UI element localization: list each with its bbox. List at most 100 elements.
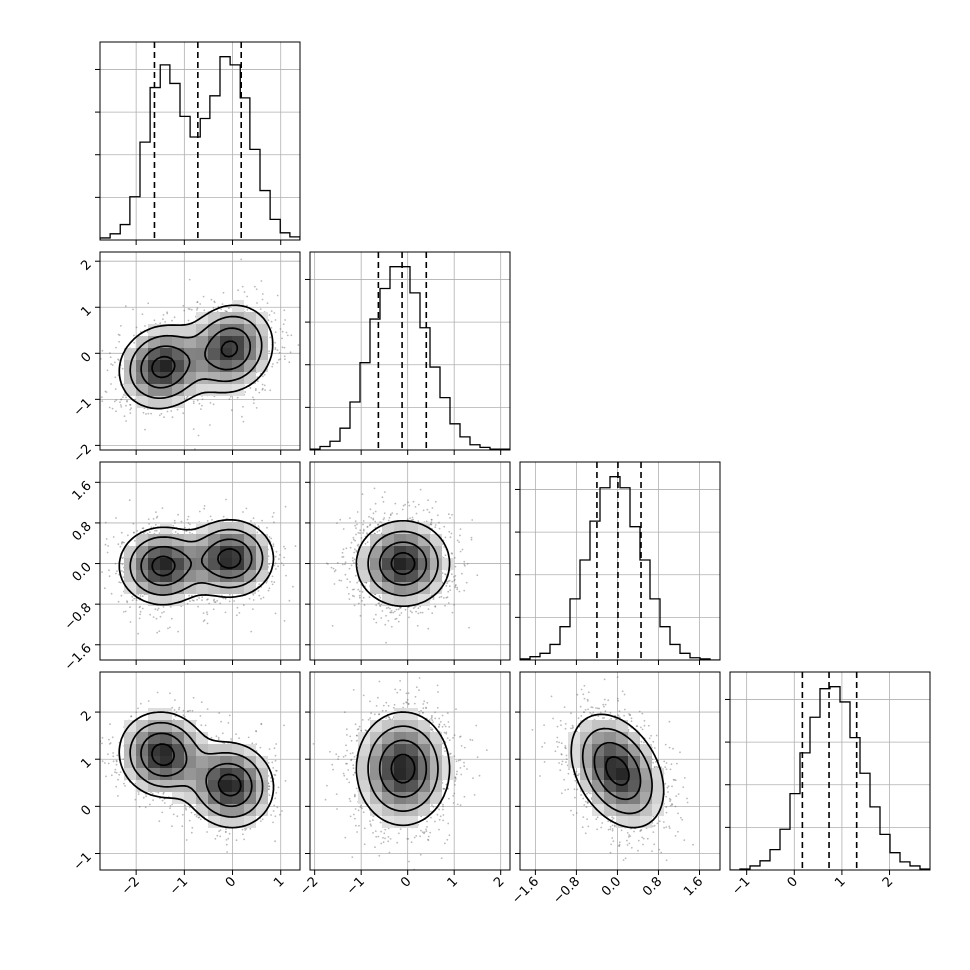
scatter-point bbox=[224, 310, 227, 312]
scatter-point bbox=[350, 541, 353, 544]
scatter-point bbox=[453, 576, 455, 578]
scatter-point bbox=[262, 375, 264, 378]
scatter-point bbox=[331, 625, 334, 627]
scatter-point bbox=[366, 526, 369, 528]
scatter-point bbox=[427, 627, 430, 630]
scatter-point bbox=[236, 396, 239, 399]
density-cell bbox=[232, 372, 244, 384]
scatter-point bbox=[262, 596, 265, 599]
scatter-point bbox=[118, 359, 120, 361]
scatter-point bbox=[101, 396, 103, 398]
y-tick-label: −0.8 bbox=[62, 600, 95, 633]
scatter-point bbox=[252, 402, 255, 404]
scatter-point bbox=[138, 617, 141, 620]
scatter-point bbox=[163, 611, 165, 613]
scatter-point bbox=[201, 599, 203, 601]
scatter-point bbox=[228, 398, 231, 400]
scatter-point bbox=[332, 567, 335, 570]
scatter-point bbox=[157, 607, 160, 610]
scatter-point bbox=[258, 391, 261, 394]
scatter-point bbox=[120, 398, 122, 401]
scatter-point bbox=[121, 541, 124, 544]
density-cell bbox=[196, 546, 208, 558]
scatter-point bbox=[362, 529, 365, 532]
scatter-point bbox=[203, 309, 206, 312]
scatter-point bbox=[207, 598, 209, 600]
scatter-point bbox=[297, 344, 300, 346]
scatter-point bbox=[105, 391, 108, 393]
scatter-point bbox=[108, 575, 111, 578]
scatter-point bbox=[230, 409, 233, 412]
scatter-point bbox=[196, 598, 199, 601]
scatter-point bbox=[415, 512, 418, 515]
scatter-point bbox=[150, 526, 153, 529]
scatter-point bbox=[342, 528, 345, 530]
scatter-point bbox=[120, 398, 123, 401]
scatter-point bbox=[104, 543, 107, 546]
scatter-point bbox=[203, 507, 206, 510]
scatter-point bbox=[277, 565, 279, 568]
scatter-point bbox=[131, 595, 134, 598]
scatter-point bbox=[404, 503, 406, 506]
scatter-point bbox=[139, 595, 142, 597]
scatter-point bbox=[354, 520, 357, 523]
scatter-point bbox=[276, 349, 279, 352]
scatter-point bbox=[388, 516, 391, 519]
scatter-point bbox=[356, 581, 358, 584]
scatter-point bbox=[202, 295, 205, 298]
scatter-point bbox=[136, 530, 139, 532]
scatter-point bbox=[196, 309, 198, 311]
density-cell bbox=[196, 372, 208, 384]
scatter-point bbox=[187, 319, 190, 322]
scatter-point bbox=[135, 599, 138, 602]
histogram-step bbox=[310, 266, 510, 450]
scatter-point bbox=[432, 596, 435, 599]
scatter-point bbox=[265, 581, 268, 584]
scatter-point bbox=[161, 612, 163, 614]
scatter-point bbox=[283, 355, 286, 358]
scatter-point bbox=[180, 520, 183, 523]
scatter-point bbox=[183, 309, 186, 312]
scatter-point bbox=[114, 361, 116, 364]
scatter-point bbox=[283, 346, 286, 349]
scatter-point bbox=[281, 346, 284, 349]
hist-panel-bg bbox=[520, 462, 720, 660]
scatter-point bbox=[213, 601, 216, 603]
scatter-point bbox=[434, 605, 437, 608]
scatter-point bbox=[127, 534, 129, 537]
scatter-point bbox=[286, 334, 289, 337]
scatter-point bbox=[174, 531, 177, 533]
scatter-point bbox=[268, 563, 270, 566]
scatter-point bbox=[280, 562, 283, 565]
scatter-point bbox=[358, 594, 361, 597]
scatter-point bbox=[258, 594, 261, 597]
scatter-point bbox=[147, 302, 150, 305]
scatter-point bbox=[220, 308, 223, 311]
scatter-point bbox=[366, 525, 369, 528]
scatter-point bbox=[202, 612, 205, 614]
scatter-point bbox=[268, 350, 270, 353]
y-tick-label: −2 bbox=[71, 442, 95, 466]
scatter-point bbox=[159, 322, 162, 325]
scatter-point bbox=[394, 502, 397, 505]
scatter-point bbox=[373, 618, 375, 620]
scatter-point bbox=[209, 402, 212, 404]
scatter-point bbox=[387, 620, 390, 622]
scatter-point bbox=[130, 407, 133, 409]
scatter-point bbox=[250, 520, 252, 522]
scatter-point bbox=[259, 308, 262, 310]
scatter-point bbox=[270, 320, 273, 323]
scatter-point bbox=[437, 514, 439, 517]
scatter-point bbox=[119, 404, 122, 406]
scatter-point bbox=[395, 608, 398, 611]
scatter-point bbox=[470, 538, 473, 541]
scatter-point bbox=[353, 595, 355, 598]
scatter-point bbox=[357, 602, 360, 605]
density-cell bbox=[184, 546, 196, 558]
scatter-point bbox=[441, 582, 444, 584]
scatter-point bbox=[104, 521, 107, 524]
scatter-point bbox=[202, 620, 205, 623]
scatter-point bbox=[133, 341, 136, 344]
scatter-point bbox=[344, 563, 346, 566]
scatter-point bbox=[440, 595, 443, 598]
